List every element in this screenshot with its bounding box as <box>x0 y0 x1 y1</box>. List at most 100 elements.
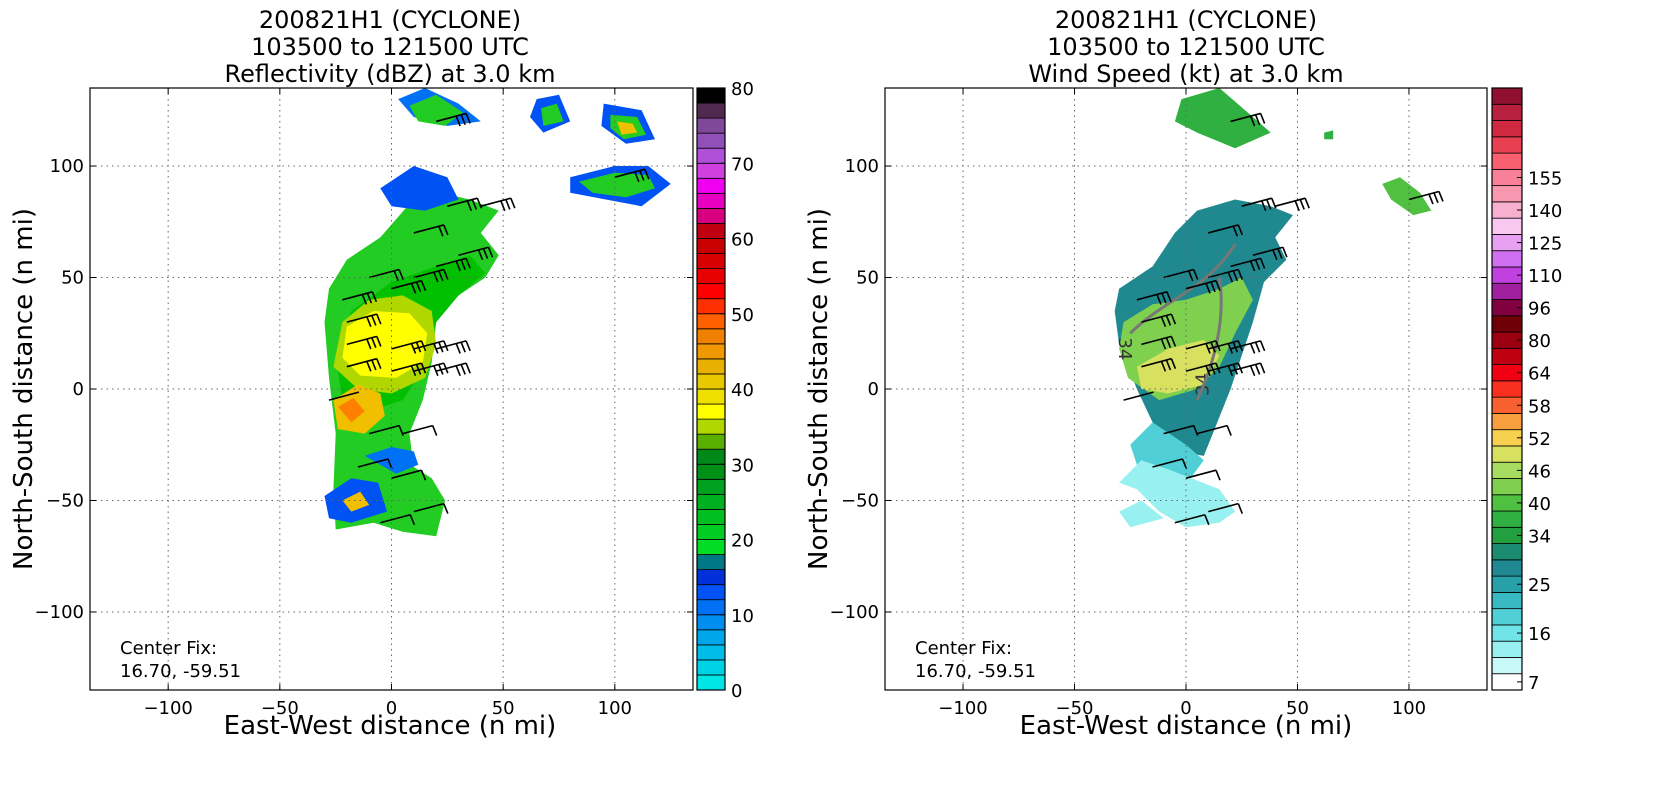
barb-flag <box>366 361 372 372</box>
barb-flag <box>455 260 461 272</box>
colorbar: 7 16 25 34 40 46 52 58 64 80 96 110 125 140 155 <box>1491 87 1562 694</box>
barb-flag <box>465 113 471 124</box>
field-region-7 <box>1382 177 1432 216</box>
barb-flag <box>1205 282 1211 294</box>
barb-flag <box>1160 338 1167 350</box>
barb-flag <box>1438 191 1444 202</box>
barb-flag <box>1232 270 1239 282</box>
field-region-3 <box>1119 500 1164 528</box>
colorbar-swatch <box>1491 380 1523 398</box>
colorbar-swatch <box>696 132 726 149</box>
x-tick-label: 0 <box>386 698 397 719</box>
field-region-3 <box>342 311 428 378</box>
chart-title-line: 200821H1 (CYCLONE) <box>1055 6 1317 34</box>
chart-title-line: Reflectivity (dBZ) at 3.0 km <box>225 60 556 88</box>
barb-flag <box>1205 365 1211 377</box>
barb-flag <box>443 269 449 280</box>
barb-flag <box>1165 315 1172 326</box>
barb-flag <box>376 358 382 370</box>
barb-staff <box>1174 514 1206 524</box>
colorbar-swatch <box>696 253 726 270</box>
x-axis-label: East-West distance (n mi) <box>1020 711 1353 741</box>
barb-flag <box>398 269 404 280</box>
colorbar-tick-label: 46 <box>1528 461 1551 482</box>
colorbar-swatch <box>696 644 726 661</box>
barb-flag <box>644 168 650 180</box>
colorbar-tick-label: 25 <box>1528 575 1551 596</box>
colorbar-tick-label: 40 <box>1528 494 1551 515</box>
colorbar-swatch <box>696 343 726 360</box>
x-tick-label: 100 <box>1392 698 1426 719</box>
colorbar-tick-label: 0 <box>731 681 742 702</box>
barb-staff <box>1208 502 1239 513</box>
barb-flag <box>410 282 417 294</box>
barb-flag <box>455 343 461 354</box>
colorbar-swatch <box>1491 103 1523 121</box>
barb-flag <box>1433 192 1439 204</box>
barb-flag <box>1304 197 1310 209</box>
barb-flag <box>465 362 471 374</box>
wind-barb <box>1141 357 1177 372</box>
colorbar-swatch <box>696 298 726 315</box>
wind-barb <box>1208 502 1244 514</box>
barb-flag <box>1282 246 1288 258</box>
barb-staff <box>368 424 400 435</box>
barb-flag <box>420 280 427 291</box>
colorbar-tick-label: 30 <box>731 455 754 476</box>
x-tick-label: −100 <box>143 698 192 719</box>
colorbar-tick-label: 80 <box>731 79 754 100</box>
center-fix-annotation: Center Fix: <box>120 638 217 659</box>
barb-flag <box>371 337 377 349</box>
colorbar-swatch <box>696 418 726 435</box>
barb-flag <box>366 292 373 304</box>
colorbar-swatch <box>696 584 726 601</box>
barb-flag <box>1259 340 1266 352</box>
barb-flag <box>1259 113 1266 124</box>
colorbar-swatch <box>1491 510 1523 528</box>
y-tick-label: −100 <box>830 602 879 623</box>
barb-flag <box>1260 200 1267 212</box>
y-tick-label: 0 <box>868 379 879 400</box>
barb-staff <box>380 514 411 524</box>
barb-flag <box>1160 316 1167 328</box>
barb-flag <box>366 338 372 350</box>
wind-barb <box>435 112 471 127</box>
field-region-7 <box>364 447 419 474</box>
barb-flag <box>1210 281 1216 293</box>
barb-flag <box>1299 199 1305 210</box>
colorbar-tick-label: 70 <box>731 154 754 175</box>
wind-barb <box>1196 424 1232 436</box>
barb-flag <box>1227 271 1234 283</box>
barb-staff <box>328 391 360 401</box>
center-fix-annotation: 16.70, -59.51 <box>120 661 241 682</box>
barb-flag <box>1254 341 1261 353</box>
barb-flag <box>1205 343 1211 354</box>
wind-barb <box>1408 190 1444 205</box>
colorbar-swatch <box>696 147 726 164</box>
barb-flag <box>1237 503 1244 514</box>
colorbar-tick-label: 7 <box>1528 673 1539 694</box>
barb-flag <box>1170 358 1177 370</box>
wind-barb <box>1163 268 1199 282</box>
barb-flag <box>409 514 416 526</box>
barb-flag <box>1259 258 1266 269</box>
barb-flag <box>1428 193 1434 205</box>
wind-barb <box>1152 458 1188 470</box>
barb-flag <box>1160 361 1167 372</box>
barb-flag <box>1277 248 1283 259</box>
barb-flag <box>1265 199 1272 210</box>
colorbar-swatch <box>696 223 726 239</box>
center-fix-annotation: Center Fix: <box>915 638 1012 659</box>
barb-flag <box>371 291 378 303</box>
wind-barb <box>357 458 393 470</box>
barb-flag <box>505 199 511 210</box>
wind-barb <box>413 268 449 283</box>
colorbar-swatch <box>696 493 726 510</box>
y-tick-label: −50 <box>841 490 879 511</box>
wind-barb <box>346 357 382 372</box>
barb-flag <box>393 270 399 282</box>
wind-barb <box>402 424 438 436</box>
colorbar-tick-label: 155 <box>1528 168 1562 189</box>
wind-barb <box>1230 340 1266 354</box>
barb-staff <box>1152 458 1183 468</box>
